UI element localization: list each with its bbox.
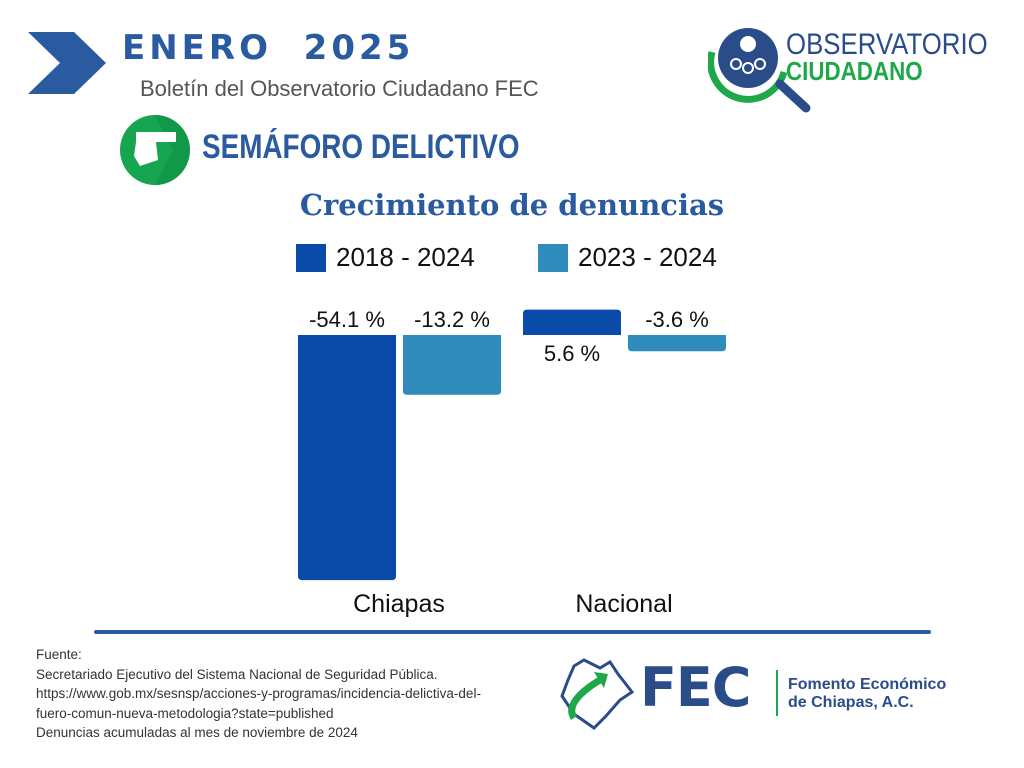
source-label: Fuente: (36, 647, 82, 662)
data-label: 5.6 % (544, 341, 600, 366)
legend-item-2018-2024: 2018 - 2024 (296, 242, 475, 273)
logo-text-observatorio: OBSERVATORIO (786, 28, 988, 61)
source-note: Fuente: Secretariado Ejecutivo del Siste… (36, 645, 481, 743)
divider (94, 630, 931, 634)
legend-label: 2023 - 2024 (578, 242, 717, 272)
section-title: SEMÁFORO DELICTIVO (202, 128, 520, 166)
bar-chart: -54.1 % -13.2 % Chiapas 5.6 % -3.6 % Nacional (298, 307, 726, 618)
chiapas-map-icon (560, 658, 635, 730)
legend-item-2023-2024: 2023 - 2024 (538, 242, 717, 273)
chevron-arrow-icon (28, 32, 106, 94)
logo-divider (776, 670, 778, 716)
source-line: Secretariado Ejecutivo del Sistema Nacio… (36, 666, 438, 682)
legend-swatch (538, 243, 568, 272)
legend-swatch (296, 243, 326, 272)
bar-chiapas-2023-2024 (403, 335, 501, 395)
source-note-line: Denuncias acumuladas al mes de noviembre… (36, 725, 358, 740)
org-line: Fomento Económico (788, 676, 947, 693)
category-label: Chiapas (353, 590, 445, 618)
page-title: ENERO 2025 (122, 28, 415, 68)
bar-nacional-2018-2024 (523, 309, 621, 335)
organization-name: Fomento Económico de Chiapas, A.C. (788, 676, 946, 712)
bar-chiapas-2018-2024 (298, 335, 396, 581)
source-url: fuero-comun-nueva-metodologia?state=publ… (36, 705, 334, 721)
fec-logo: FEC (640, 656, 751, 719)
subtitle: Boletín del Observatorio Ciudadano FEC (140, 76, 539, 101)
data-label: -54.1 % (309, 307, 385, 332)
chart-title: Crecimiento de denuncias (299, 188, 725, 222)
observatorio-logo-icon (708, 28, 811, 113)
gun-hand-icon (120, 115, 190, 185)
source-url: https://www.gob.mx/sesnsp/acciones-y-pro… (36, 686, 481, 701)
category-label: Nacional (575, 590, 672, 618)
data-label: -3.6 % (645, 307, 709, 332)
data-label: -13.2 % (414, 307, 490, 332)
legend-label: 2018 - 2024 (336, 242, 475, 272)
org-line: de Chiapas, A.C. (788, 694, 914, 711)
logo-text-ciudadano: CIUDADANO (786, 56, 923, 86)
bar-nacional-2023-2024 (628, 335, 726, 352)
